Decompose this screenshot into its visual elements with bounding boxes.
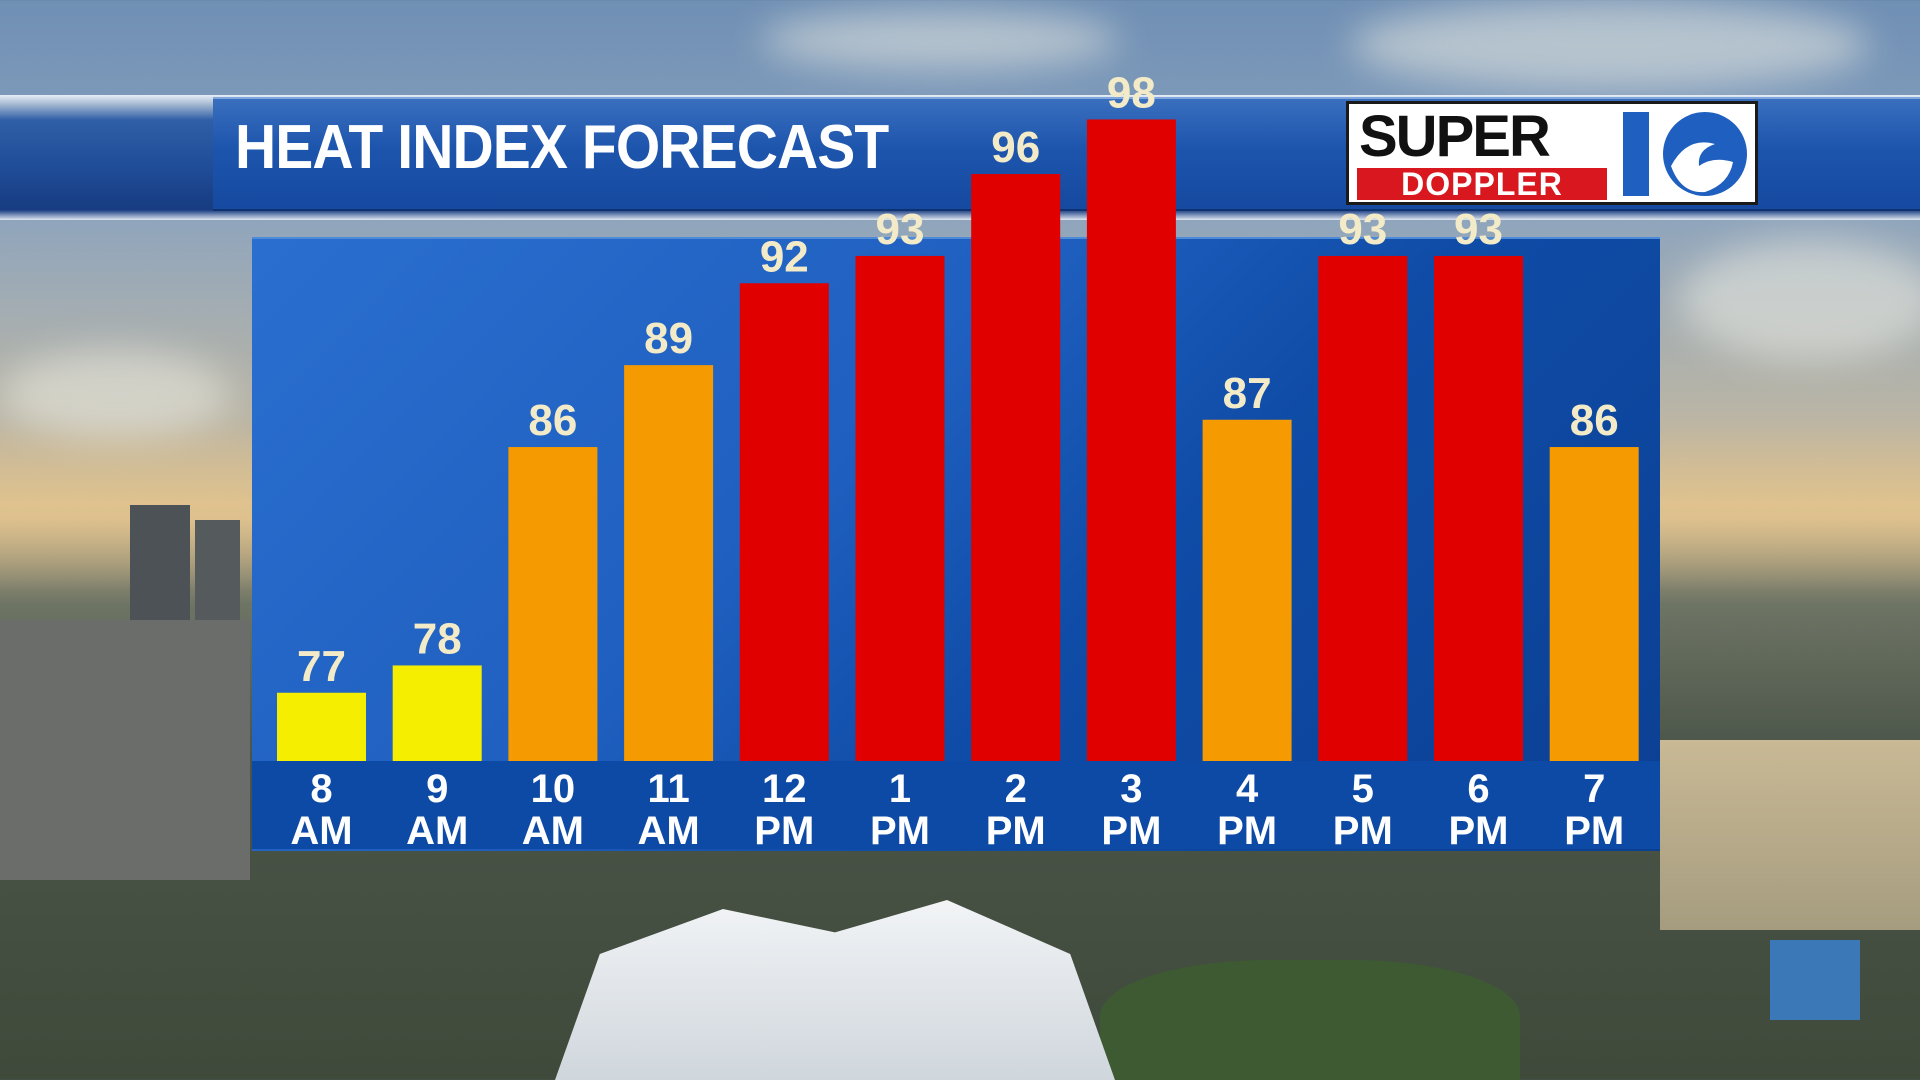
x-tick-label-7-hour: 3	[1120, 767, 1142, 811]
x-tick-label-8-period: PM	[1217, 809, 1277, 853]
page-title: HEAT INDEX FORECAST	[235, 113, 889, 182]
logo-doppler-text: DOPPLER	[1357, 168, 1607, 200]
x-tick-label-4-period: PM	[754, 809, 814, 853]
data-label-9: 93	[1338, 205, 1387, 254]
bar-11	[1549, 447, 1639, 761]
data-label-10: 93	[1454, 205, 1503, 254]
cloud	[1350, 0, 1870, 90]
logo-ten-mark: 10	[1617, 106, 1753, 200]
logo-super-text: SUPER	[1359, 104, 1551, 169]
x-tick-label-3-hour: 11	[647, 767, 689, 811]
data-label-3: 89	[644, 314, 693, 363]
data-label-8: 87	[1223, 369, 1272, 418]
x-tick-label-9-period: PM	[1333, 809, 1393, 853]
x-tick-label-10-hour: 6	[1467, 767, 1489, 811]
bar-0	[277, 692, 366, 761]
x-axis-strip	[252, 761, 1660, 849]
bar-9	[1318, 255, 1408, 761]
data-label-11: 86	[1570, 396, 1619, 445]
cloud	[760, 10, 1120, 70]
river	[1660, 740, 1920, 930]
x-tick-label-8-hour: 4	[1236, 767, 1259, 811]
data-label-4: 92	[760, 232, 809, 281]
x-tick-label-5-period: PM	[870, 809, 930, 853]
apartment-building	[0, 620, 250, 880]
x-tick-label-11-hour: 7	[1583, 767, 1605, 811]
x-tick-label-10-period: PM	[1449, 809, 1509, 853]
x-tick-label-0-period: AM	[290, 809, 352, 853]
bar-3	[624, 365, 714, 761]
x-tick-label-2-hour: 10	[531, 767, 576, 811]
small-building	[1770, 940, 1860, 1020]
data-label-7: 98	[1107, 68, 1156, 117]
data-label-1: 78	[413, 614, 462, 663]
x-tick-label-1-hour: 9	[426, 767, 448, 811]
grass-hill	[1100, 960, 1520, 1080]
x-tick-label-7-period: PM	[1101, 809, 1161, 853]
bar-6	[971, 174, 1061, 762]
bar-4	[739, 283, 829, 761]
data-label-6: 96	[991, 123, 1040, 172]
data-label-0: 77	[297, 642, 346, 691]
x-tick-label-9-hour: 5	[1352, 767, 1374, 811]
x-tick-label-3-period: AM	[637, 809, 699, 853]
bar-5	[855, 255, 945, 761]
x-tick-label-4-hour: 12	[762, 767, 807, 811]
x-tick-label-0-hour: 8	[310, 767, 332, 811]
data-label-2: 86	[528, 396, 577, 445]
x-tick-label-2-period: AM	[522, 809, 584, 853]
cloud	[1680, 240, 1920, 360]
bar-1	[392, 665, 482, 761]
chart-panel	[252, 237, 1660, 851]
x-tick-label-11-period: PM	[1564, 809, 1624, 853]
data-label-5: 93	[876, 205, 925, 254]
bar-10	[1434, 255, 1523, 761]
wave-ten-icon: 10	[1623, 112, 1747, 196]
bar-2	[508, 447, 598, 761]
x-tick-label-6-hour: 2	[1005, 767, 1027, 811]
x-tick-label-1-period: AM	[406, 809, 468, 853]
bar-7	[1086, 119, 1176, 761]
station-logo: SUPER DOPPLER 10	[1346, 101, 1758, 205]
bar-8	[1202, 419, 1292, 761]
x-tick-label-5-hour: 1	[889, 767, 911, 811]
x-tick-label-6-period: PM	[986, 809, 1046, 853]
